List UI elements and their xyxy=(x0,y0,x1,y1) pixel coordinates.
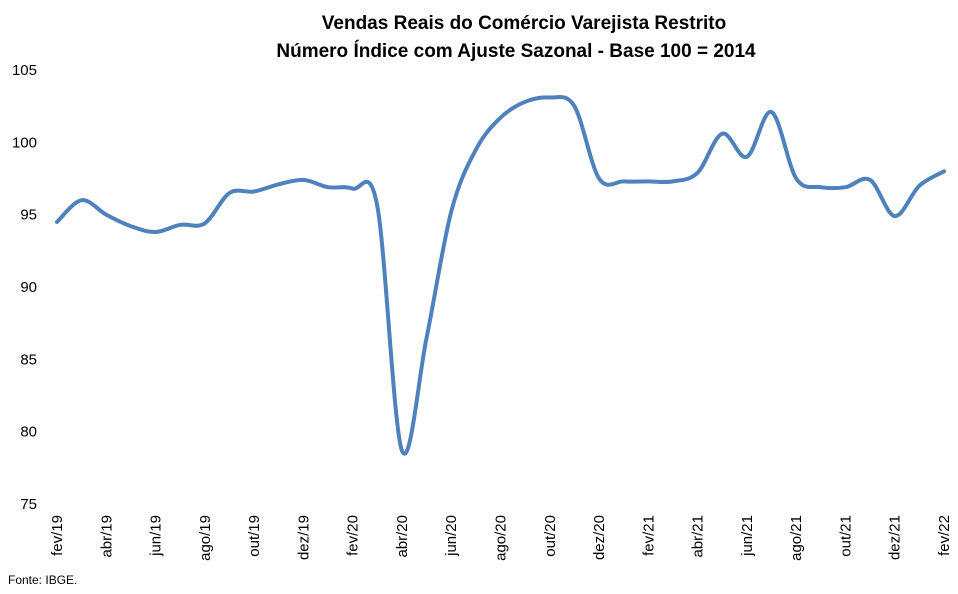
x-tick-label: dez/19 xyxy=(295,515,312,560)
x-tick-label: ago/20 xyxy=(493,515,510,561)
x-axis: fev/19 abr/19 jun/19 ago/19 out/19 dez/19 fev/… xyxy=(49,515,953,561)
y-tick-label: 85 xyxy=(20,351,37,368)
x-tick-label: dez/21 xyxy=(887,515,904,560)
chart-title: Vendas Reais do Comércio Varejista Restr… xyxy=(322,13,726,34)
x-tick-label: fev/20 xyxy=(345,515,362,556)
x-tick-label: ago/21 xyxy=(788,515,805,561)
x-tick-label: out/20 xyxy=(542,515,559,557)
x-tick-label: ago/19 xyxy=(197,515,214,561)
x-tick-label: dez/20 xyxy=(591,515,608,560)
x-tick-label: abr/21 xyxy=(690,515,707,558)
x-tick-label: fev/21 xyxy=(640,515,657,556)
x-tick-label: abr/20 xyxy=(394,515,411,558)
x-tick-label: out/21 xyxy=(837,515,854,557)
y-tick-label: 95 xyxy=(20,207,37,224)
y-tick-label: 75 xyxy=(20,496,37,513)
x-tick-label: jun/20 xyxy=(443,515,460,557)
x-tick-label: jun/19 xyxy=(148,515,165,557)
series-line xyxy=(55,95,946,456)
x-tick-label: jun/21 xyxy=(739,515,756,557)
y-tick-label: 100 xyxy=(12,134,37,151)
plot-area xyxy=(55,95,946,456)
x-tick-label: fev/22 xyxy=(936,515,953,556)
x-tick-label: fev/19 xyxy=(49,515,66,556)
y-tick-label: 80 xyxy=(20,424,37,441)
chart-subtitle: Número Índice com Ajuste Sazonal - Base … xyxy=(276,40,756,62)
y-tick-label: 105 xyxy=(12,62,37,79)
y-tick-label: 90 xyxy=(20,279,37,296)
x-tick-label: abr/19 xyxy=(98,515,115,558)
y-axis: 75 80 85 90 95 100 105 xyxy=(12,62,37,513)
source-note: Fonte: IBGE. xyxy=(8,573,78,587)
x-tick-label: out/19 xyxy=(246,515,263,557)
